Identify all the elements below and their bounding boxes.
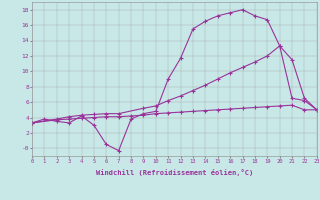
X-axis label: Windchill (Refroidissement éolien,°C): Windchill (Refroidissement éolien,°C)	[96, 169, 253, 176]
